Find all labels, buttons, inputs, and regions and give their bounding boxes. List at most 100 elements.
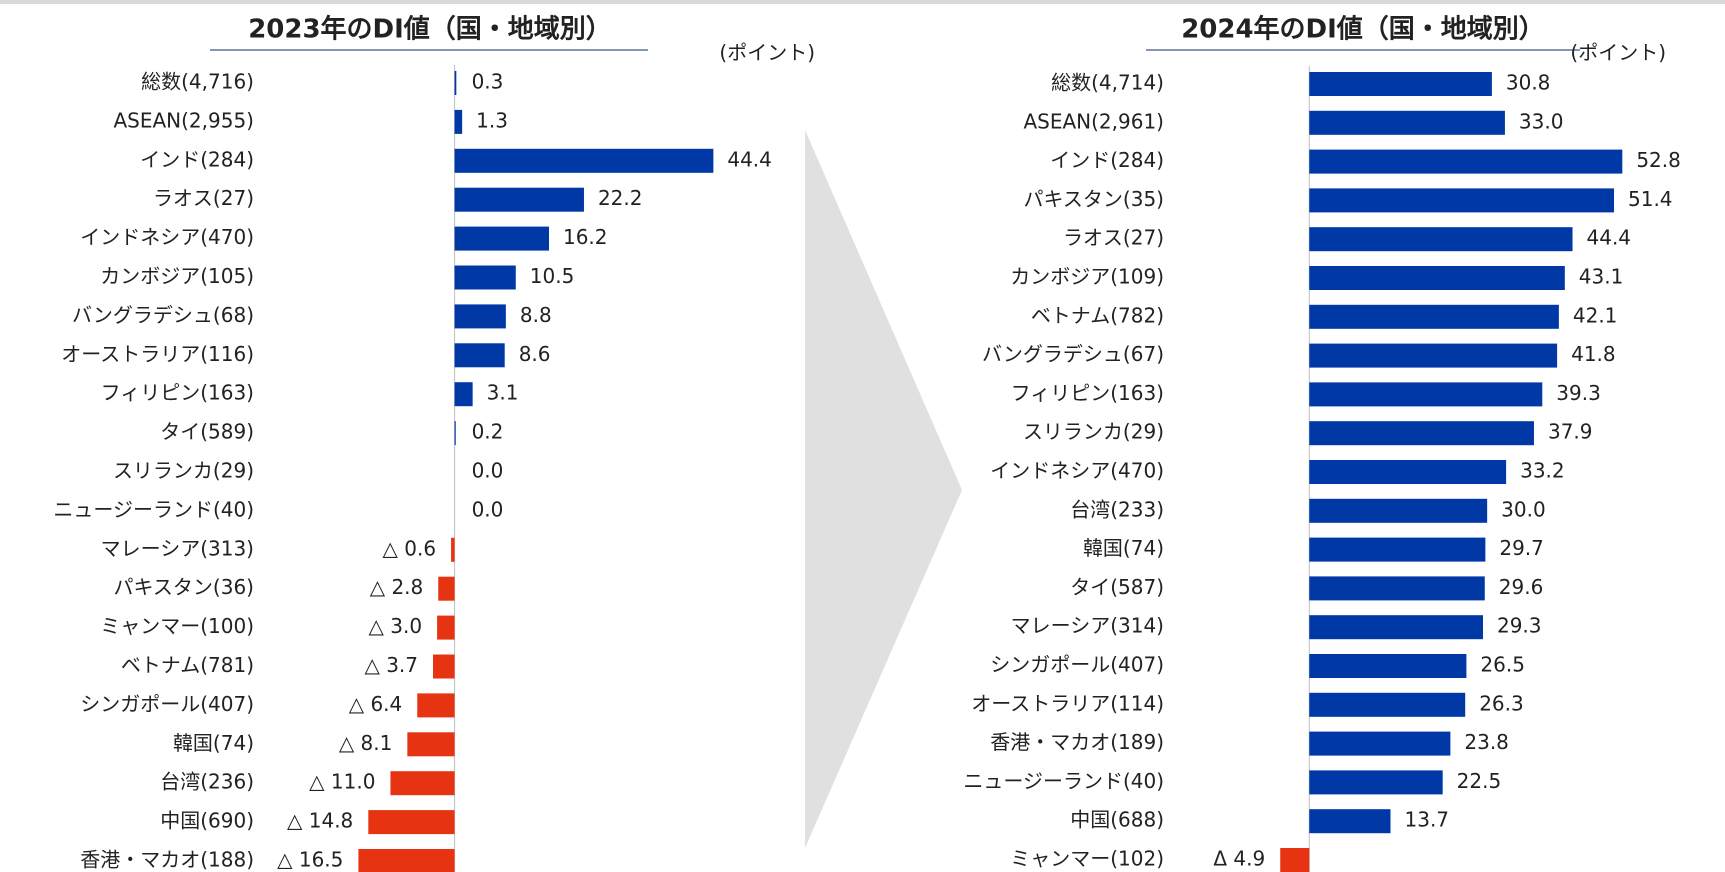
bar [407, 732, 455, 757]
value-label: 33.2 [1520, 459, 1565, 483]
bar [1309, 615, 1483, 640]
bar [451, 537, 455, 562]
category-label: バングラデシュ(67) [982, 342, 1164, 366]
bar [433, 654, 455, 679]
bar [1309, 498, 1488, 523]
bar [390, 771, 455, 796]
chart-title: 2023年のDI値（国・地域別） [248, 14, 612, 45]
value-label: 16.2 [563, 225, 608, 249]
category-label: マレーシア(313) [101, 536, 254, 560]
value-label: △ 3.0 [369, 614, 423, 638]
value-label: 23.8 [1464, 730, 1509, 754]
unit-label: (ポイント) [719, 41, 815, 65]
bar [454, 421, 456, 446]
value-label: 29.7 [1499, 536, 1544, 560]
category-label: タイ(587) [1070, 575, 1164, 599]
category-label: インドネシア(470) [80, 225, 254, 249]
bar [1309, 343, 1558, 368]
category-label: ニュージーランド(40) [963, 769, 1164, 793]
category-label: 香港・マカオ(188) [80, 848, 254, 872]
value-label: △ 0.6 [383, 536, 437, 560]
bar [1309, 770, 1443, 795]
category-label: 韓国(74) [173, 731, 254, 755]
value-label: 30.0 [1501, 497, 1546, 521]
category-label: シンガポール(407) [990, 653, 1164, 677]
bar [1309, 304, 1559, 329]
bar [454, 148, 714, 173]
bar [1309, 188, 1615, 213]
value-label: 51.4 [1628, 187, 1673, 211]
value-label: 3.1 [487, 381, 519, 405]
category-label: パキスタン(35) [1024, 187, 1164, 211]
bar [1309, 149, 1623, 174]
category-label: スリランカ(29) [1023, 420, 1164, 444]
category-label: タイ(589) [160, 420, 254, 444]
bar [454, 265, 516, 290]
value-label: 26.3 [1479, 691, 1524, 715]
value-label: 37.9 [1548, 420, 1593, 444]
bar [417, 693, 455, 718]
category-label: 総数(4,714) [1051, 71, 1164, 95]
bar [368, 810, 455, 835]
value-label: 33.0 [1519, 109, 1564, 133]
value-label: 22.5 [1457, 769, 1502, 793]
category-label: ラオス(27) [153, 186, 254, 210]
bar [1309, 72, 1492, 96]
category-label: 中国(688) [1070, 808, 1164, 832]
category-label: マレーシア(314) [1011, 614, 1164, 638]
bar [454, 343, 505, 368]
value-label: △ 2.8 [370, 575, 424, 599]
bar [1309, 266, 1565, 290]
value-label: 44.4 [727, 147, 772, 171]
category-label: スリランカ(29) [113, 459, 254, 483]
value-label: 0.3 [472, 70, 504, 94]
category-label: 韓国(74) [1083, 536, 1164, 560]
arrow-shape [805, 130, 962, 848]
category-label: インド(284) [140, 147, 254, 171]
value-label: Δ 4.9 [1213, 847, 1265, 871]
bar [1309, 809, 1391, 834]
category-label: ラオス(27) [1063, 226, 1164, 250]
category-label: インド(284) [1050, 148, 1164, 172]
bar [1309, 692, 1466, 717]
bar [1309, 731, 1451, 756]
category-label: パキスタン(36) [114, 575, 254, 599]
category-label: 総数(4,716) [141, 70, 254, 94]
value-label: 0.0 [472, 497, 504, 521]
value-label: 29.3 [1497, 614, 1542, 638]
top-strip [0, 0, 1725, 4]
bar [1309, 460, 1507, 484]
bar [1280, 848, 1310, 872]
bar [454, 71, 457, 95]
category-label: 中国(690) [160, 809, 254, 833]
bar [358, 849, 455, 872]
category-label: フィリピン(163) [101, 381, 254, 405]
value-label: 22.2 [598, 186, 643, 210]
value-label: 42.1 [1573, 303, 1618, 327]
value-label: 26.5 [1480, 653, 1525, 677]
value-label: 8.6 [519, 342, 551, 366]
value-label: 10.5 [530, 264, 575, 288]
value-label: 43.1 [1579, 265, 1624, 289]
category-label: オーストラリア(116) [61, 342, 254, 366]
value-label: △ 6.4 [349, 692, 403, 716]
category-label: フィリピン(163) [1011, 381, 1164, 405]
category-label: 台湾(233) [1070, 497, 1164, 521]
category-label: 台湾(236) [160, 770, 254, 794]
bar [1309, 382, 1543, 407]
bar [1309, 227, 1573, 252]
category-label: バングラデシュ(68) [72, 303, 254, 327]
bar [1309, 576, 1485, 601]
bar [1309, 421, 1534, 446]
bar [1309, 654, 1467, 678]
category-label: インドネシア(470) [990, 459, 1164, 483]
bar [454, 382, 473, 407]
value-label: 30.8 [1506, 71, 1551, 95]
value-label: △ 11.0 [309, 770, 375, 794]
value-label: 8.8 [520, 303, 552, 327]
value-label: △ 14.8 [287, 809, 353, 833]
value-label: 0.2 [472, 420, 504, 444]
category-label: ミャンマー(102) [1010, 847, 1164, 871]
value-label: 0.0 [472, 459, 504, 483]
